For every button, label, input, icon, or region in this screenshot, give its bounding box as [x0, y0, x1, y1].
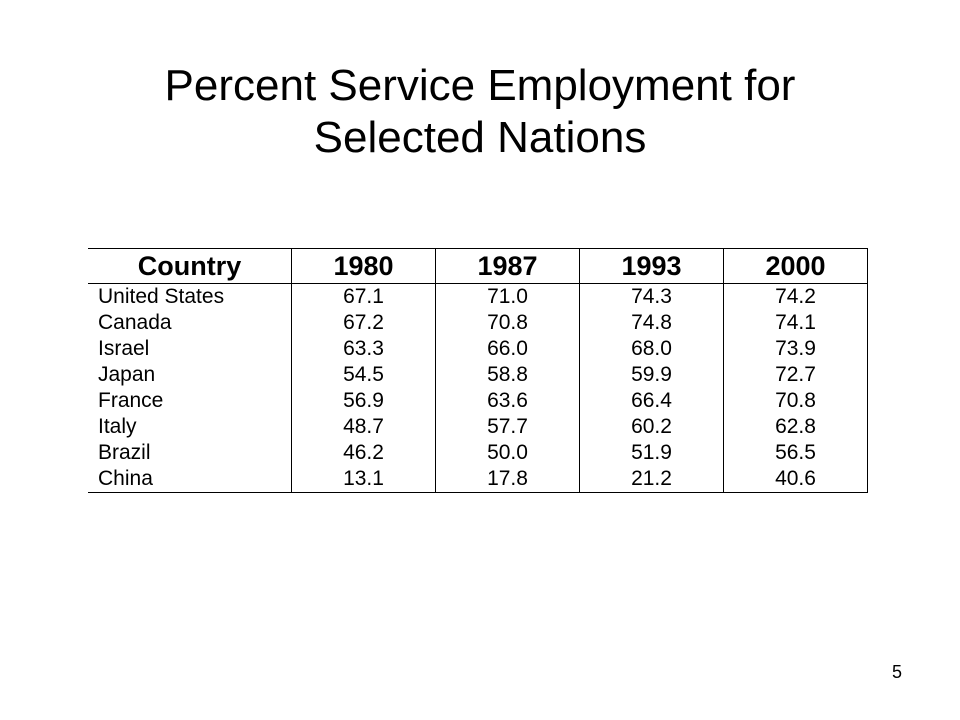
- value-cell-1993: 74.3: [579, 283, 724, 310]
- country-cell: Italy: [98, 415, 137, 438]
- value-cell-2000: 73.9: [723, 336, 868, 362]
- value-cell-2000: 62.8: [723, 414, 868, 440]
- column-header-1980: 1980: [291, 248, 436, 284]
- value-cell-1987: 70.8: [435, 310, 580, 336]
- value-cell-1993: 59.9: [579, 362, 724, 388]
- value-cell-1987: 71.0: [435, 283, 580, 310]
- service-employment-table: Country 1980 1987 1993 2000 United State…: [88, 248, 868, 493]
- value-cell-2000: 56.5: [723, 440, 868, 466]
- table-row: Brazil 46.2 50.0 51.9 56.5: [88, 440, 868, 466]
- table-row: China 13.1 17.8 21.2 40.6: [88, 466, 868, 493]
- country-cell: Canada: [98, 311, 172, 334]
- value-cell-1987: 58.8: [435, 362, 580, 388]
- page-number: 5: [891, 662, 902, 682]
- country-cell: China: [88, 466, 292, 493]
- column-header-country: Country: [88, 248, 292, 284]
- value-cell-1980: 13.1: [291, 466, 436, 493]
- value-cell-1987: 57.7: [435, 414, 580, 440]
- value-cell-2000: 40.6: [723, 466, 868, 493]
- column-header-2000: 2000: [723, 248, 868, 284]
- value-cell-1993: 51.9: [579, 440, 724, 466]
- table-header-row: Country 1980 1987 1993 2000: [88, 248, 868, 284]
- value-cell-1993: 60.2: [579, 414, 724, 440]
- value-cell-1980: 48.7: [291, 414, 436, 440]
- table-body: United States 67.1 71.0 74.3 74.2 Canada…: [88, 283, 868, 493]
- slide-title-line-1: Percent Service Employment for: [164, 61, 796, 110]
- value-cell-1980: 63.3: [291, 336, 436, 362]
- table-row: France 56.9 63.6 66.4 70.8: [88, 388, 868, 414]
- value-cell-1987: 63.6: [435, 388, 580, 414]
- value-cell-1993: 74.8: [579, 310, 724, 336]
- value-cell-2000: 74.2: [723, 283, 868, 310]
- column-header-1993: 1993: [579, 248, 724, 284]
- table-row: Japan 54.5 58.8 59.9 72.7: [88, 362, 868, 388]
- slide-title-line-2: Selected Nations: [313, 113, 647, 162]
- country-cell: Brazil: [98, 441, 151, 464]
- value-cell-1987: 17.8: [435, 466, 580, 493]
- country-cell: United States: [98, 285, 225, 308]
- value-cell-1993: 21.2: [579, 466, 724, 493]
- country-cell: France: [98, 389, 164, 412]
- column-header-1987: 1987: [435, 248, 580, 284]
- value-cell-2000: 72.7: [723, 362, 868, 388]
- table-row: United States 67.1 71.0 74.3 74.2: [88, 283, 868, 310]
- value-cell-1993: 66.4: [579, 388, 724, 414]
- value-cell-1980: 46.2: [291, 440, 436, 466]
- table-row: Israel 63.3 66.0 68.0 73.9: [88, 336, 868, 362]
- table-row: Canada 67.2 70.8 74.8 74.1: [88, 310, 868, 336]
- value-cell-1980: 67.1: [291, 283, 436, 310]
- value-cell-1987: 50.0: [435, 440, 580, 466]
- country-cell: Japan: [98, 363, 156, 386]
- value-cell-1980: 54.5: [291, 362, 436, 388]
- value-cell-1980: 56.9: [291, 388, 436, 414]
- value-cell-2000: 74.1: [723, 310, 868, 336]
- service-employment-table-container: Country 1980 1987 1993 2000 United State…: [88, 248, 868, 493]
- value-cell-2000: 70.8: [723, 388, 868, 414]
- value-cell-1993: 68.0: [579, 336, 724, 362]
- value-cell-1980: 67.2: [291, 310, 436, 336]
- slide-title: Percent Service Employment for Selected …: [60, 60, 900, 164]
- value-cell-1987: 66.0: [435, 336, 580, 362]
- table-row: Italy 48.7 57.7 60.2 62.8: [88, 414, 868, 440]
- country-cell: Israel: [98, 337, 150, 360]
